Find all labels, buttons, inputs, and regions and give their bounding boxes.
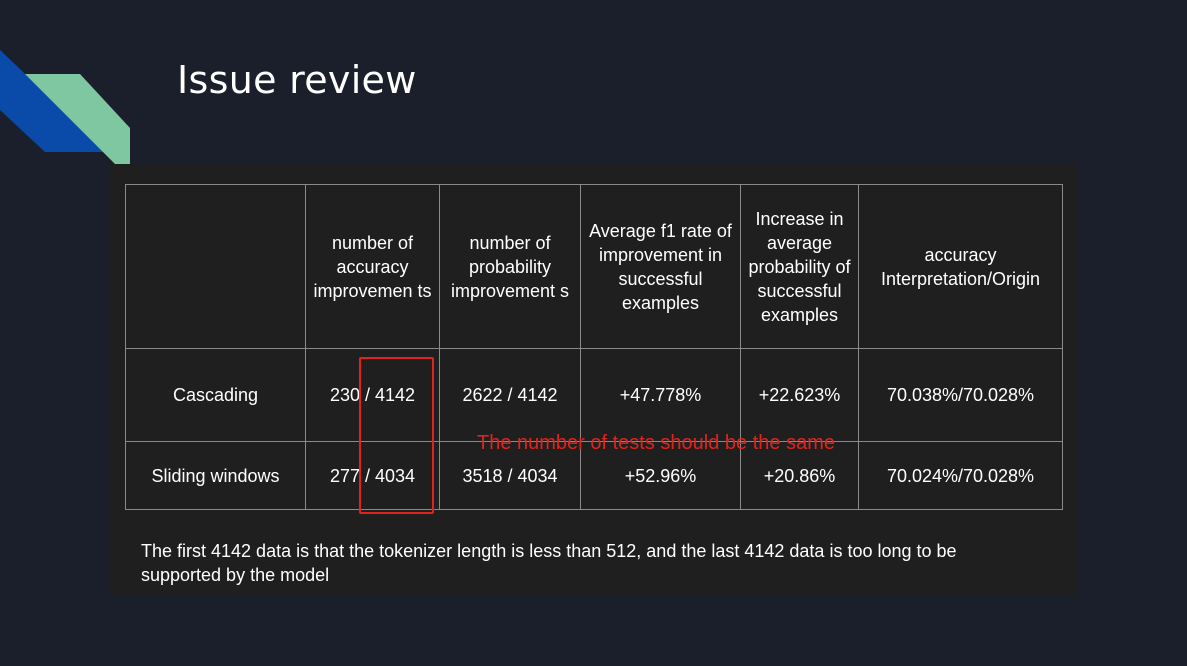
table-cell: +47.778%	[580, 348, 741, 442]
results-table: number of accuracy improvemen ts number …	[125, 184, 1063, 510]
header-accuracy-interpretation: accuracy Interpretation/Origin	[858, 184, 1063, 349]
table-row: Sliding windows 277 / 4034 3518 / 4034 +…	[125, 441, 1063, 510]
header-increase-average-probability: Increase in average probability of succe…	[740, 184, 859, 349]
table-panel: number of accuracy improvemen ts number …	[110, 164, 1077, 596]
table-header-row: number of accuracy improvemen ts number …	[125, 184, 1063, 349]
row-label: Sliding windows	[125, 441, 306, 510]
table-cell: 2622 / 4142	[439, 348, 581, 442]
table-cell: 70.038%/70.028%	[858, 348, 1063, 442]
header-accuracy-improvements: number of accuracy improvemen ts	[305, 184, 440, 349]
table-cell: 230 / 4142	[305, 348, 440, 442]
row-label: Cascading	[125, 348, 306, 442]
table-cell: +20.86%	[740, 441, 859, 510]
table-row: Cascading 230 / 4142 2622 / 4142 +47.778…	[125, 348, 1063, 442]
green-stripe	[25, 74, 130, 164]
decorative-stripes	[0, 50, 130, 164]
table-cell: 3518 / 4034	[439, 441, 581, 510]
table-cell: +52.96%	[580, 441, 741, 510]
header-probability-improvements: number of probability improvement s	[439, 184, 581, 349]
annotation-text: The number of tests should be the same	[477, 432, 835, 454]
table-cell: 70.024%/70.028%	[858, 441, 1063, 510]
footnote-text: The first 4142 data is that the tokenize…	[141, 541, 957, 585]
header-cell-empty	[125, 184, 306, 349]
slide-title: Issue review	[177, 58, 417, 102]
table-cell: +22.623%	[740, 348, 859, 442]
header-average-f1-rate: Average f1 rate of improvement in succes…	[580, 184, 741, 349]
table-cell: 277 / 4034	[305, 441, 440, 510]
